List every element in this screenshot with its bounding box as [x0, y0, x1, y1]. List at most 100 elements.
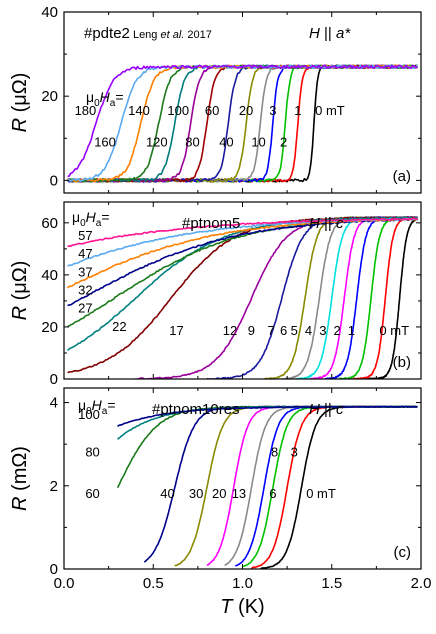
series-line: [67, 64, 418, 183]
series-line: [116, 405, 418, 489]
field-label: 47: [78, 246, 92, 261]
series-line: [66, 64, 418, 183]
field-header-h: H: [86, 209, 97, 225]
series-line: [66, 64, 418, 183]
orientation-label: H || a*: [309, 25, 351, 42]
orientation-parallel: ||: [320, 25, 336, 42]
field-label: 3: [269, 103, 276, 118]
field-label: 22: [112, 319, 126, 334]
orientation-field: H: [309, 25, 320, 42]
field-header-sub-a: a: [102, 406, 108, 417]
field-header: μ0Ha=: [86, 89, 124, 109]
series-line: [67, 218, 418, 289]
reference-etal: et al.: [160, 29, 184, 41]
field-header: μ0Ha=: [72, 209, 110, 229]
series-group: [116, 405, 418, 569]
y-tick-label: 20: [41, 88, 58, 105]
y-tick-label: 0: [50, 371, 58, 388]
field-label: 80: [85, 444, 99, 459]
y-axis-label-unit: (μΩ): [9, 73, 31, 118]
series-line: [67, 64, 418, 183]
panel-label: (a): [393, 168, 411, 185]
x-tick-label: 1.0: [232, 575, 253, 592]
series-line: [67, 64, 418, 183]
y-axis-label: R (μΩ): [9, 73, 31, 133]
y-axis-label-symbol: R: [9, 118, 31, 132]
sample-name: #pdte2: [84, 25, 130, 42]
field-header-eq: =: [101, 209, 109, 225]
y-tick-label: 0: [50, 561, 58, 578]
field-header-mu: μ: [72, 209, 80, 225]
field-label: 60: [85, 486, 99, 501]
x-tick-label: 0.5: [143, 575, 164, 592]
x-tick-label: 0.0: [54, 575, 75, 592]
orientation-axis: c: [336, 401, 344, 418]
field-label: 13: [232, 486, 246, 501]
panel-label: (c): [394, 544, 412, 561]
sample-label: #ptnom10res: [152, 401, 240, 418]
field-label: 12: [223, 323, 237, 338]
field-label: 10: [251, 134, 265, 149]
field-label: 27: [78, 301, 92, 316]
field-label: 80: [185, 134, 199, 149]
y-tick-label: 60: [41, 215, 58, 232]
field-label: 0 mT: [379, 323, 409, 338]
field-header-sub0: 0: [86, 406, 92, 417]
field-header-h: H: [100, 89, 111, 105]
field-label: 6: [280, 323, 287, 338]
reference-year: 2017: [184, 29, 212, 41]
series-line: [66, 64, 418, 183]
field-label: 100: [167, 103, 189, 118]
plot-frame: [63, 387, 422, 570]
field-label: 7: [267, 323, 274, 338]
y-tick-label: 0: [50, 172, 58, 189]
field-label: 1: [348, 323, 355, 338]
field-label: 57: [78, 228, 92, 243]
y-axis-label-unit: (μΩ): [9, 261, 31, 306]
field-label: 20: [212, 486, 226, 501]
series-line: [66, 64, 419, 183]
field-label: 2: [280, 134, 287, 149]
field-label: 6: [269, 486, 276, 501]
field-header-mu: μ: [78, 397, 86, 413]
field-header-sub0: 0: [80, 218, 86, 229]
field-header-h: H: [92, 397, 103, 413]
field-label: 30: [189, 486, 203, 501]
field-header-sub0: 0: [94, 98, 100, 109]
orientation-parallel: ||: [320, 215, 336, 232]
field-label: 40: [160, 486, 174, 501]
y-tick-label: 40: [41, 267, 58, 284]
y-tick-label: 40: [41, 4, 58, 21]
field-label: 2: [333, 323, 340, 338]
field-label: 8: [271, 444, 278, 459]
field-label: 40: [219, 134, 233, 149]
field-label: 3: [319, 323, 326, 338]
field-label: 17: [169, 323, 183, 338]
series-line: [67, 64, 418, 183]
field-label: 0 mT: [315, 103, 345, 118]
y-tick-label: 4: [50, 395, 58, 412]
series-line: [67, 217, 418, 248]
field-label: 0 mT: [306, 486, 336, 501]
series-line: [67, 64, 418, 183]
series-line: [67, 64, 419, 183]
orientation-parallel: ||: [320, 401, 336, 418]
orientation-field: H: [309, 401, 320, 418]
series-line: [143, 405, 418, 563]
field-header-sub-a: a: [110, 98, 116, 109]
field-label: 20: [239, 103, 253, 118]
orientation-label: H || c: [309, 401, 344, 418]
panel-label: (b): [393, 354, 411, 371]
field-label: 60: [205, 103, 219, 118]
field-label: 32: [78, 283, 92, 298]
reference-author: Leng: [130, 29, 161, 41]
y-tick-label: 2: [50, 478, 58, 495]
field-header-eq: =: [107, 397, 115, 413]
series-line: [67, 64, 419, 183]
field-header: μ0Ha=: [78, 397, 116, 417]
x-axis-label-symbol: T: [220, 596, 234, 618]
